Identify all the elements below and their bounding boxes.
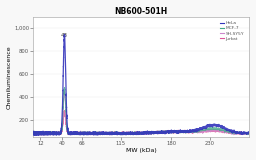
X-axis label: MW (kDa): MW (kDa) [126, 148, 157, 153]
Title: NB600-501H: NB600-501H [115, 7, 168, 16]
Text: 43: 43 [61, 33, 68, 38]
Legend: HeLa, MCF-7, SH-SY5Y, Jurkat: HeLa, MCF-7, SH-SY5Y, Jurkat [219, 20, 245, 42]
Y-axis label: Chemiluminescence: Chemiluminescence [7, 45, 12, 109]
